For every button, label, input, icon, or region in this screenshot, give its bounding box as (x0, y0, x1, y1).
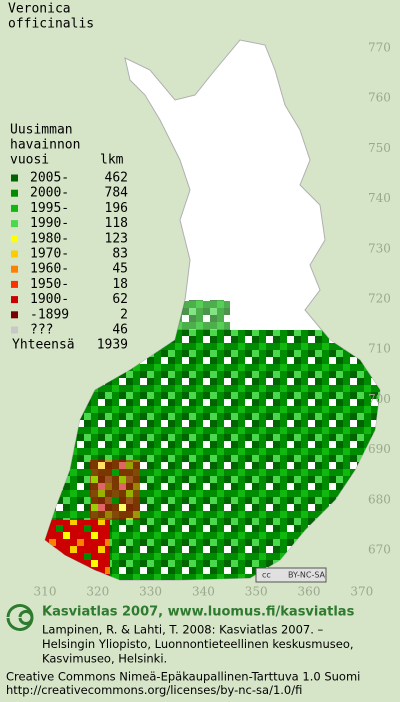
east-label: 310 (34, 585, 57, 599)
license-line: http://creativecommons.org/licenses/by-n… (6, 683, 302, 697)
legend-count-header: lkm (100, 153, 124, 168)
legend-swatch (11, 204, 18, 212)
legend-count: 123 (105, 231, 128, 246)
north-label: 770 (368, 41, 391, 55)
legend-count: 2 (120, 307, 128, 322)
north-label: 710 (368, 342, 391, 356)
citation-line: Lampinen, R. & Lahti, T. 2008: Kasviatla… (42, 623, 324, 637)
east-label: 360 (298, 585, 321, 599)
license-line: Creative Commons Nimeä-Epäkaupallinen-Ta… (6, 670, 360, 684)
legend-swatch (11, 280, 18, 288)
legend-swatch (11, 296, 18, 304)
north-label: 670 (368, 543, 391, 557)
east-label: 350 (245, 585, 268, 599)
legend-swatch (11, 311, 18, 319)
cc-badge (255, 567, 327, 583)
north-label: 760 (368, 91, 391, 105)
legend-swatch (11, 265, 18, 273)
legend-count: 18 (112, 277, 128, 292)
legend-header: havainnon (10, 138, 80, 153)
total-label: Yhteensä (12, 338, 75, 353)
legend-count: 784 (105, 186, 129, 201)
citation-line: Helsingin Yliopisto, Luonnontieteellinen… (42, 637, 354, 651)
legend-count: 45 (112, 262, 128, 277)
legend-label: 1960- (30, 262, 69, 277)
legend-label: ??? (30, 323, 53, 338)
legend-swatch (11, 326, 18, 334)
legend-label: 2000- (30, 186, 69, 201)
north-label: 690 (368, 442, 391, 456)
badge-text: BY-NC-SA (288, 571, 326, 580)
legend-swatch (11, 174, 18, 182)
legend-count: 462 (105, 171, 128, 186)
legend-header: vuosi (10, 153, 49, 168)
legend-label: 1900- (30, 292, 69, 307)
legend-swatch (11, 189, 18, 197)
logo (6, 604, 34, 631)
footer-heading: Kasviatlas 2007, www.luomus.fi/kasviatla… (42, 605, 355, 620)
north-label: 720 (368, 292, 391, 306)
species-name: Veronica (8, 2, 71, 17)
species-name: officinalis (8, 17, 94, 32)
legend-label: 1980- (30, 231, 69, 246)
east-label: 320 (86, 585, 109, 599)
legend-header: Uusimman (10, 123, 73, 138)
east-label: 340 (192, 585, 215, 599)
east-label: 370 (350, 585, 373, 599)
legend-count: 196 (105, 201, 128, 216)
legend-label: 1995- (30, 201, 69, 216)
legend-count: 62 (112, 292, 128, 307)
legend-count: 118 (105, 216, 128, 231)
legend-label: 1970- (30, 247, 69, 262)
legend-count: 83 (112, 247, 128, 262)
legend-swatch (11, 250, 18, 258)
legend-label: -1899 (30, 307, 69, 322)
legend-label: 1950- (30, 277, 69, 292)
badge-cc: cc (262, 571, 271, 580)
legend-swatch (11, 220, 18, 228)
north-label: 680 (368, 492, 391, 506)
north-label: 700 (368, 392, 391, 406)
north-label: 750 (368, 141, 391, 155)
legend-label: 1990- (30, 216, 69, 231)
north-label: 730 (368, 241, 391, 255)
total-count: 1939 (97, 338, 128, 353)
legend-label: 2005- (30, 171, 69, 186)
east-label: 330 (139, 585, 162, 599)
north-label: 740 (368, 191, 391, 205)
legend-swatch (11, 235, 18, 243)
legend-count: 46 (112, 323, 128, 338)
citation-line: Kasvimuseo, Helsinki. (42, 652, 167, 666)
